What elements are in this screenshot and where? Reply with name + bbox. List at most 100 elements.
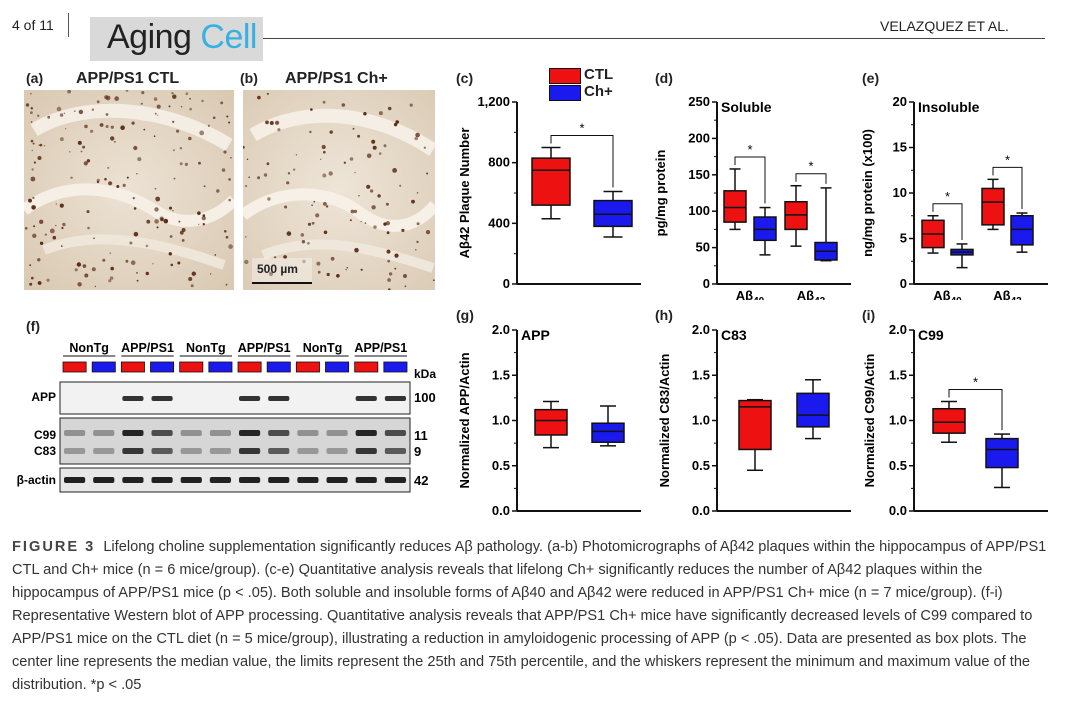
plaque-dot [201,216,206,221]
plaque-dot [30,121,33,123]
plaque-dot [358,195,360,197]
journal-logo: Aging Cell [107,18,257,57]
band-actin [355,477,377,483]
band-actin [239,477,261,483]
plaque-dot [302,259,306,264]
plaque-dot [91,267,96,272]
plaque-dot [78,109,84,115]
box-ctl [723,190,747,223]
y-tick-label: 15 [893,140,907,155]
journal-name-part2: Cell [200,18,257,56]
plaque-dot [129,241,133,245]
plaque-dot [107,166,110,169]
plaque-dot [24,227,28,230]
band-app [151,396,173,401]
plaque-dot [55,203,57,205]
plaque-dot [197,211,201,215]
y-tick-label: 250 [688,94,710,109]
plaque-dot [223,150,227,154]
plaque-dot [102,258,106,262]
band-c83 [239,448,261,454]
plaque-dot [82,264,87,268]
plaque-dot [37,156,42,160]
y-tick-label: 0 [503,276,510,291]
band-app [268,396,290,401]
plaque-dot [76,262,82,267]
y-tick-label: 100 [688,203,710,218]
blot-kda-marker: 11 [414,428,428,443]
plaque-dot [245,236,247,238]
y-tick-label: 2.0 [889,322,907,337]
band-c99 [64,430,86,436]
caption-text: Lifelong choline supplementation signifi… [12,539,1047,693]
plaque-dot [409,103,413,107]
y-tick-label: 1.5 [889,367,907,382]
plaque-dot [301,240,306,244]
plaque-dot [96,178,100,182]
plaque-dot [320,158,322,160]
plaque-dot [188,136,192,141]
plaque-dot [104,177,107,181]
y-tick-label: 1.0 [492,413,510,428]
plaque-dot [326,272,330,277]
plaque-dot [108,279,112,283]
plaque-dot [86,210,90,214]
y-axis-label: ng/mg protein (x100) [862,129,875,257]
plaque-dot [52,235,57,240]
figure-caption: FIGURE 3 Lifelong choline supplementation… [12,536,1047,697]
lane-diet-chip [208,361,233,373]
y-tick-label: 0.5 [492,458,510,473]
plaque-dot [295,154,297,156]
plaque-dot [321,144,326,150]
plaque-dot [372,145,377,150]
y-tick-label: 150 [688,167,710,182]
plaque-dot [59,113,64,117]
plaque-dot [30,139,34,143]
plaque-dot [212,116,216,120]
plaque-dot [90,129,94,133]
y-tick-label: 50 [696,240,710,255]
lane-diet-chip [295,361,320,373]
header-rule [262,38,1045,39]
plaque-dot [157,114,159,116]
plaque-dot [110,266,114,271]
plaque-dot [56,106,62,112]
chart-title: Soluble [721,99,772,115]
plaque-dot [25,103,30,107]
chart-d: 0 50 100 150 200 250 pg/mg protein Soluble * * Aβ4… [655,94,851,300]
plaque-dot [120,125,125,130]
legend-ctl-swatch [549,68,581,84]
significance-bracket [932,203,963,240]
box-chplus [985,437,1019,469]
y-tick-label: 1,200 [477,94,510,109]
plaque-dot [363,112,367,116]
plaque-dot [86,159,91,163]
band-app [355,396,377,401]
lane-diet-chip [179,361,204,373]
plaque-dot [145,271,149,276]
plaque-dot [37,258,41,262]
plaque-dot [394,253,399,258]
plaque-dot [199,130,205,136]
plaque-dot [353,209,358,214]
plaque-dot [286,181,290,185]
plaque-dot [80,150,83,153]
plaque-dot [416,240,419,244]
plaque-dot [329,130,333,134]
plaque-dot [341,103,346,107]
plaque-dot [230,157,232,159]
plaque-dot [31,205,36,210]
scalebar [252,282,312,284]
plaque-dot [153,97,158,101]
x-category-label: Aβ40 [933,288,962,300]
plaque-dot [31,168,34,171]
plaque-dot [136,173,138,175]
plaque-dot [168,252,172,256]
plaque-dot [125,90,129,92]
plaque-dot [176,129,180,133]
lane-diet-chip [120,361,145,373]
plaque-dot [300,233,305,237]
box-ctl [981,187,1005,226]
band-c99 [326,430,348,436]
y-tick-label: 0.5 [692,458,710,473]
